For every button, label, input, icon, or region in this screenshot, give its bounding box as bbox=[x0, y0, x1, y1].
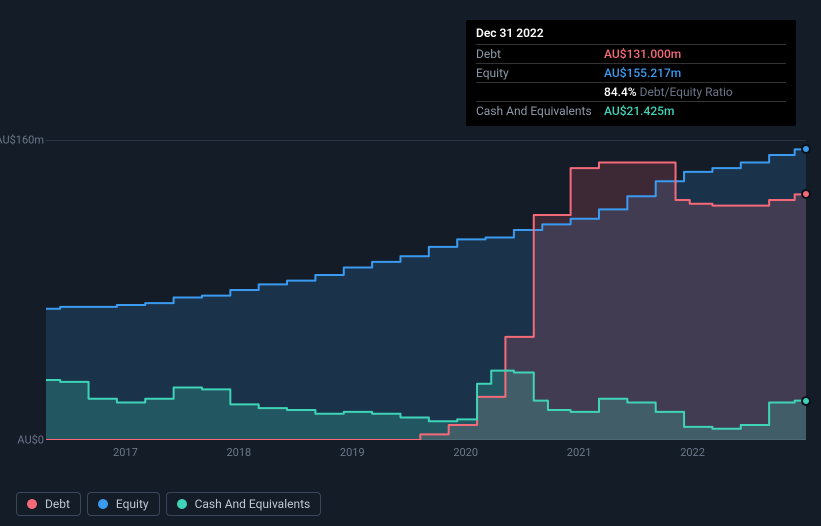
legend-label: Cash And Equivalents bbox=[195, 497, 311, 511]
legend-label: Debt bbox=[45, 497, 70, 511]
financials-chart: AU$160mAU$0 201720182019202020212022 bbox=[16, 120, 810, 470]
x-axis-label: 2021 bbox=[567, 446, 592, 459]
tooltip-row: EquityAU$155.217m bbox=[476, 63, 786, 82]
y-axis-label: AU$0 bbox=[17, 434, 44, 447]
tooltip-label: Cash And Equivalents bbox=[476, 104, 604, 118]
legend-label: Equity bbox=[116, 497, 149, 511]
tooltip-row: DebtAU$131.000m bbox=[476, 44, 786, 63]
tooltip-value: AU$155.217m bbox=[604, 66, 681, 80]
chart-tooltip: Dec 31 2022 DebtAU$131.000mEquityAU$155.… bbox=[466, 20, 796, 126]
tooltip-value: 84.4% Debt/Equity Ratio bbox=[604, 85, 733, 99]
series-end-dot bbox=[801, 396, 811, 406]
gridline-top bbox=[46, 140, 806, 141]
plot-area[interactable] bbox=[46, 140, 806, 440]
legend-item[interactable]: Debt bbox=[16, 492, 81, 516]
x-axis-label: 2019 bbox=[340, 446, 365, 459]
tooltip-row: 84.4% Debt/Equity Ratio bbox=[476, 82, 786, 101]
tooltip-row: Cash And EquivalentsAU$21.425m bbox=[476, 101, 786, 120]
legend-item[interactable]: Equity bbox=[87, 492, 160, 516]
tooltip-label: Equity bbox=[476, 66, 604, 80]
tooltip-label bbox=[476, 85, 604, 99]
legend-item[interactable]: Cash And Equivalents bbox=[166, 492, 322, 516]
legend-swatch bbox=[98, 499, 108, 509]
tooltip-rows: DebtAU$131.000mEquityAU$155.217m84.4% De… bbox=[476, 44, 786, 120]
legend: Debt Equity Cash And Equivalents bbox=[16, 492, 321, 516]
legend-swatch bbox=[177, 499, 187, 509]
x-axis-label: 2020 bbox=[453, 446, 478, 459]
series-end-dot bbox=[801, 144, 811, 154]
x-axis-label: 2022 bbox=[680, 446, 705, 459]
series-end-dot bbox=[801, 189, 811, 199]
tooltip-label: Debt bbox=[476, 47, 604, 61]
legend-swatch bbox=[27, 499, 37, 509]
x-axis-label: 2017 bbox=[113, 446, 138, 459]
tooltip-value: AU$21.425m bbox=[604, 104, 674, 118]
y-axis-label: AU$160m bbox=[0, 134, 44, 147]
x-axis-label: 2018 bbox=[226, 446, 251, 459]
tooltip-value: AU$131.000m bbox=[604, 47, 681, 61]
chart-svg bbox=[46, 140, 806, 440]
tooltip-date: Dec 31 2022 bbox=[476, 26, 786, 44]
